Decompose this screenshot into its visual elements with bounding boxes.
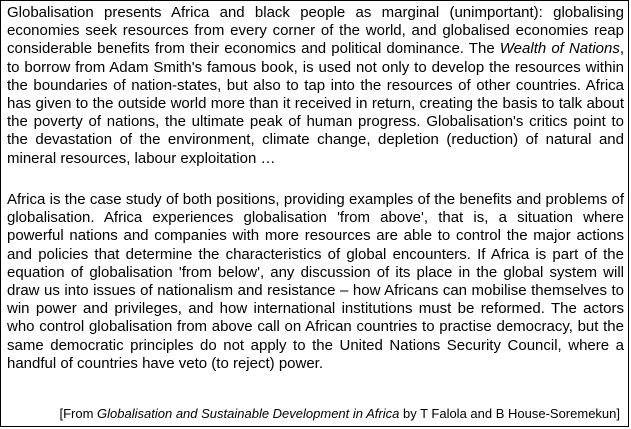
source-title: Globalisation and Sustainable Developmen…	[97, 406, 400, 421]
source-prefix: [From	[59, 406, 98, 421]
paragraph-1: Globalisation presents Africa and black …	[7, 4, 624, 168]
paragraph-2: Africa is the case study of both positio…	[7, 191, 624, 372]
source-authors: by T Falola and B House-Soremekun]	[399, 406, 620, 421]
book-title-wealth-of-nations: Wealth of Nations	[499, 40, 620, 58]
paragraph-1-text-a: Globalisation presents Africa and black …	[7, 4, 624, 58]
paragraph-1-text-b: , to borrow from Adam Smith's famous boo…	[7, 40, 625, 167]
source-citation: [From Globalisation and Sustainable Deve…	[59, 406, 620, 422]
